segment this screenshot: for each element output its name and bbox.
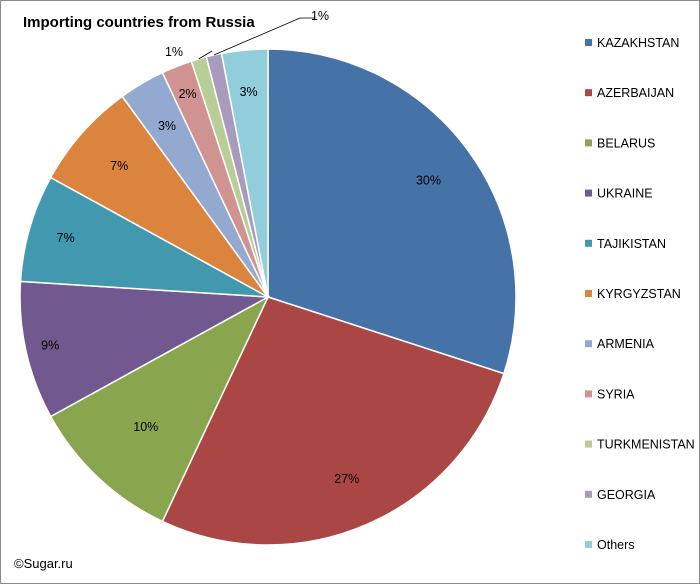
pie-label-others: 3%	[240, 85, 258, 99]
legend-swatch-turkmenistan	[585, 440, 592, 448]
legend-swatch-kazakhstan	[585, 39, 592, 46]
pie-label-tajikistan: 7%	[57, 231, 75, 245]
callout-line-turkmenistan	[198, 50, 213, 60]
pie-label-kazakhstan: 30%	[416, 173, 441, 187]
pie-label-georgia: 1%	[311, 9, 329, 23]
legend-label-turkmenistan: TURKMENISTAN	[597, 438, 695, 452]
pie-slice-belarus	[49, 295, 270, 523]
pie-slice-others	[220, 48, 269, 298]
legend-swatch-belarus	[585, 139, 592, 147]
legend-swatch-georgia	[585, 490, 592, 498]
legend-swatch-azerbaijan	[585, 89, 592, 97]
pie-label-belarus: 10%	[133, 420, 158, 434]
legend-swatch-armenia	[585, 340, 592, 348]
legend-label-belarus: BELARUS	[597, 136, 655, 150]
pie-label-armenia: 3%	[158, 119, 176, 133]
pie-label-turkmenistan: 1%	[165, 45, 183, 59]
legend-swatch-ukraine	[585, 189, 592, 197]
legend-label-kyrgyzstan: KYRGYZSTAN	[597, 287, 681, 301]
legend-label-others: Others	[597, 538, 635, 552]
legend-label-syria: SYRIA	[597, 387, 635, 401]
legend-swatch-others	[585, 541, 592, 548]
pie-labels: 30% 27% 10% 9% 7% 7% 3% 2% 1% 1% 3%	[41, 9, 441, 486]
pie-slice-azerbaijan	[161, 296, 505, 546]
legend-label-tajikistan: TAJIKISTAN	[597, 237, 666, 251]
pie-slice-ukraine	[19, 280, 271, 418]
legend-label-kazakhstan: KAZAKHSTAN	[597, 36, 679, 50]
pie-label-kyrgyzstan: 7%	[110, 159, 128, 173]
legend-label-georgia: GEORGIA	[597, 488, 656, 502]
legend-label-ukraine: UKRAINE	[597, 187, 653, 201]
callout-line-georgia	[213, 17, 315, 56]
pie-slice-kyrgyzstan	[49, 95, 269, 298]
legend-swatch-syria	[585, 390, 592, 398]
pie-label-ukraine: 9%	[41, 339, 59, 353]
legend-label-armenia: ARMENIA	[597, 337, 655, 351]
copyright-text: ©Sugar.ru	[14, 556, 73, 571]
chart-title: Importing countries from Russia	[23, 14, 255, 31]
pie-label-syria: 2%	[179, 87, 197, 101]
pie-slices	[19, 48, 517, 546]
pie-slice-kazakhstan	[267, 48, 517, 375]
legend-label-azerbaijan: AZERBAIJAN	[597, 86, 674, 100]
legend-swatch-tajikistan	[585, 239, 592, 247]
pie-slice-tajikistan	[19, 176, 269, 298]
pie-label-azerbaijan: 27%	[334, 472, 359, 486]
legend-swatch-kyrgyzstan	[585, 290, 592, 297]
legend: KAZAKHSTAN AZERBAIJAN BELARUS UKRAINE TAJIKI…	[585, 36, 695, 552]
